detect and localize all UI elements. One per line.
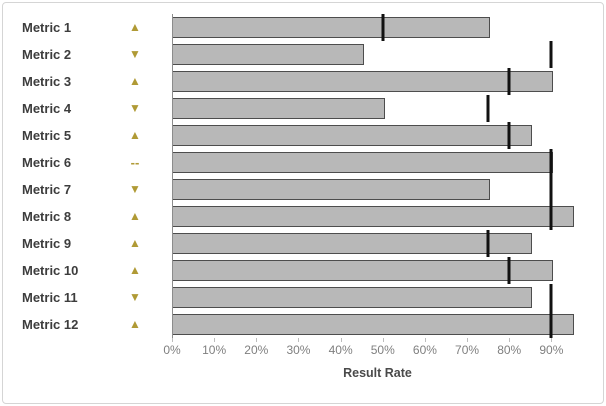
up-triangle-icon: ▲ [129, 236, 141, 250]
tick-mark [256, 338, 258, 342]
metric-label: Metric 1 [22, 20, 72, 35]
x-axis-title: Result Rate [343, 366, 412, 380]
metric-label: Metric 6 [22, 155, 72, 170]
y-axis-line [172, 14, 173, 339]
target-line [507, 68, 511, 95]
target-line [549, 41, 553, 68]
chart-rows: Metric 1 ▲ Metric 2 ▼ Metric 3 ▲ Metric 4 ▼ Metr… [0, 14, 606, 338]
down-triangle-icon: ▼ [129, 290, 141, 304]
down-triangle-icon: ▼ [129, 47, 141, 61]
result-bar[interactable] [172, 179, 491, 200]
bar-track [172, 311, 583, 338]
metric-label: Metric 4 [22, 101, 72, 116]
metric-label: Metric 9 [22, 236, 72, 251]
tick-label: 0% [163, 343, 181, 357]
target-line [549, 284, 553, 311]
target-line [507, 257, 511, 284]
up-triangle-icon: ▲ [129, 128, 141, 142]
up-triangle-icon: ▲ [129, 20, 141, 34]
chart-row: Metric 4 ▼ [0, 95, 606, 122]
down-triangle-icon: ▼ [129, 101, 141, 115]
no-change-dash-icon: -- [130, 155, 140, 170]
result-bar[interactable] [172, 233, 533, 254]
tick-label: 10% [202, 343, 227, 357]
target-line [507, 122, 511, 149]
result-bar[interactable] [172, 206, 575, 227]
bar-track [172, 41, 583, 68]
metric-label: Metric 10 [22, 263, 79, 278]
target-line [549, 149, 553, 176]
tick-label: 50% [370, 343, 395, 357]
tick-mark [382, 338, 384, 342]
tick-mark [298, 338, 300, 342]
chart-row: Metric 2 ▼ [0, 41, 606, 68]
result-bar[interactable] [172, 17, 491, 38]
tick-label: 20% [244, 343, 269, 357]
tick-label: 40% [328, 343, 353, 357]
tick-mark [172, 338, 173, 342]
chart-row: Metric 11 ▼ [0, 284, 606, 311]
chart-row: Metric 7 ▼ [0, 176, 606, 203]
metric-label: Metric 5 [22, 128, 72, 143]
target-line [549, 203, 553, 230]
tick-mark [509, 338, 511, 342]
target-line [486, 95, 490, 122]
chart-row: Metric 3 ▲ [0, 68, 606, 95]
tick-mark [214, 338, 216, 342]
target-line [381, 14, 385, 41]
bar-track [172, 14, 583, 41]
bar-track [172, 149, 583, 176]
result-bar[interactable] [172, 125, 533, 146]
metric-label: Metric 8 [22, 209, 72, 224]
tick-mark [467, 338, 469, 342]
chart-row: Metric 6 -- [0, 149, 606, 176]
bar-track [172, 122, 583, 149]
metric-label: Metric 2 [22, 47, 72, 62]
result-bar[interactable] [172, 314, 575, 335]
metric-label: Metric 11 [22, 290, 78, 305]
tick-label: 30% [286, 343, 311, 357]
bar-track [172, 284, 583, 311]
tick-label: 60% [412, 343, 437, 357]
metric-label: Metric 12 [22, 317, 79, 332]
bar-track [172, 95, 583, 122]
result-bar[interactable] [172, 287, 533, 308]
target-line [549, 311, 553, 338]
tick-mark [424, 338, 426, 342]
bar-track [172, 68, 583, 95]
chart-row: Metric 12 ▲ [0, 311, 606, 338]
result-bar[interactable] [172, 71, 554, 92]
tick-label: 80% [497, 343, 522, 357]
tick-label: 90% [539, 343, 564, 357]
down-triangle-icon: ▼ [129, 182, 141, 196]
up-triangle-icon: ▲ [129, 209, 141, 223]
bar-track [172, 257, 583, 284]
chart-row: Metric 9 ▲ [0, 230, 606, 257]
tick-label: 70% [455, 343, 480, 357]
tick-mark [551, 338, 553, 342]
chart-row: Metric 8 ▲ [0, 203, 606, 230]
result-bar[interactable] [172, 260, 554, 281]
chart-row: Metric 10 ▲ [0, 257, 606, 284]
chart-row: Metric 5 ▲ [0, 122, 606, 149]
chart-row: Metric 1 ▲ [0, 14, 606, 41]
bar-track [172, 203, 583, 230]
bar-track [172, 176, 583, 203]
bar-track [172, 230, 583, 257]
metric-label: Metric 7 [22, 182, 72, 197]
result-bar[interactable] [172, 98, 385, 119]
x-axis-ticks: 0% 10% 20% 30% 40% 50% 60% 70% 80% 90% [163, 338, 583, 358]
result-bar[interactable] [172, 44, 364, 65]
up-triangle-icon: ▲ [129, 317, 141, 331]
target-line [549, 176, 553, 203]
up-triangle-icon: ▲ [129, 263, 141, 277]
metric-label: Metric 3 [22, 74, 72, 89]
up-triangle-icon: ▲ [129, 74, 141, 88]
target-line [486, 230, 490, 257]
tick-mark [340, 338, 342, 342]
result-bar[interactable] [172, 152, 554, 173]
